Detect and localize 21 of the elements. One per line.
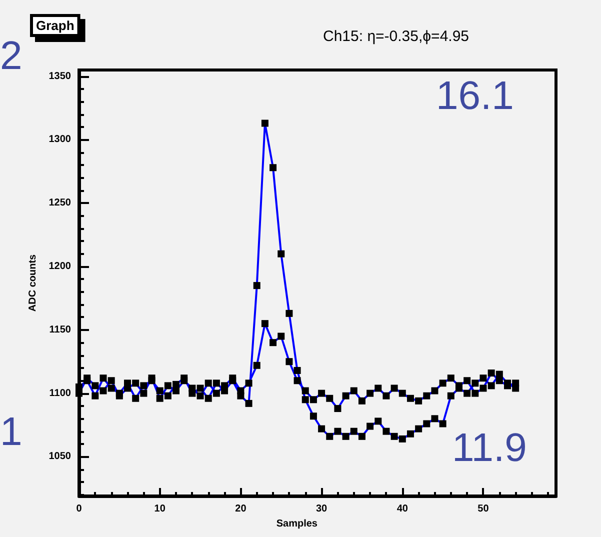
x-axis-title: Samples — [276, 518, 318, 530]
x-tick-label: 20 — [235, 504, 247, 514]
y-tick-label: 1200 — [48, 261, 72, 272]
x-tick-label: 50 — [478, 504, 490, 514]
text: 2 — [0, 34, 22, 78]
y-tick-label: 1250 — [48, 198, 72, 209]
text: 1 — [0, 410, 22, 454]
y-tick-label: 1300 — [48, 134, 72, 146]
y-tick-label: 1050 — [48, 451, 72, 462]
y-tick-label: 1150 — [49, 324, 72, 336]
y-axis-title: ADC counts — [27, 254, 38, 312]
x-tick-label: 30 — [316, 504, 328, 514]
chart-title: Ch15: η=-0.35,ϕ=4.95 — [323, 28, 470, 45]
y-tick-label: 1100 — [49, 388, 72, 399]
y-tick-label: 1350 — [48, 70, 72, 82]
annotation: 11.9 — [452, 426, 527, 470]
x-tick-label: 0 — [76, 504, 82, 514]
text: Graph — [36, 18, 74, 33]
annotation: 16.1 — [436, 74, 514, 118]
x-tick-label: 10 — [154, 504, 166, 514]
x-tick-label: 40 — [396, 504, 408, 514]
